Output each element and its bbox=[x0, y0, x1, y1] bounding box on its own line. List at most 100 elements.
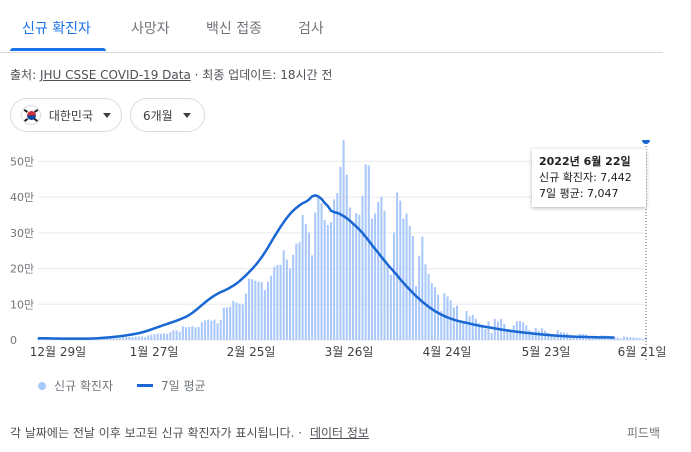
case-bar bbox=[226, 307, 229, 340]
case-bar bbox=[263, 290, 266, 340]
case-bar bbox=[329, 222, 332, 340]
case-bar bbox=[619, 338, 622, 340]
case-bar bbox=[355, 213, 358, 340]
case-bar bbox=[433, 287, 436, 340]
case-bar bbox=[553, 335, 556, 340]
case-bar bbox=[367, 165, 370, 340]
tooltip-cases: 신규 확진자: 7,442 bbox=[539, 171, 632, 184]
case-bar bbox=[304, 223, 307, 340]
case-bar bbox=[478, 323, 481, 340]
y-tick-label: 20만 bbox=[10, 263, 34, 276]
case-bar bbox=[496, 321, 499, 340]
footer-text: 각 날짜에는 전날 이후 보고된 신규 확진자가 표시됩니다. bbox=[10, 426, 295, 440]
case-bar bbox=[266, 281, 269, 340]
case-bar bbox=[449, 300, 452, 340]
data-info-link[interactable]: 데이터 정보 bbox=[309, 426, 369, 440]
case-bar bbox=[96, 338, 99, 340]
case-bar bbox=[134, 336, 137, 340]
tooltip-average: 7일 평균: 7,047 bbox=[539, 187, 619, 200]
case-bar bbox=[490, 332, 493, 340]
case-bar bbox=[484, 328, 487, 340]
tab-deaths[interactable]: 사망자 bbox=[131, 21, 170, 37]
chevron-down-icon bbox=[182, 112, 191, 118]
case-bar bbox=[175, 330, 178, 340]
case-bar bbox=[459, 320, 462, 340]
tab-vaccinations[interactable]: 백신 접종 bbox=[206, 21, 262, 37]
case-bar bbox=[452, 307, 455, 340]
case-bar bbox=[512, 325, 515, 340]
case-bar bbox=[336, 193, 339, 340]
country-label: 대한민국 bbox=[48, 108, 93, 123]
feedback-link[interactable]: 피드백 bbox=[626, 426, 660, 440]
case-bar bbox=[392, 232, 395, 340]
case-bar bbox=[326, 225, 329, 340]
x-tick-label: 12월 29일 bbox=[30, 345, 86, 359]
case-bar bbox=[254, 280, 257, 340]
case-bar bbox=[402, 218, 405, 340]
case-bar bbox=[191, 326, 194, 340]
footer-note: 각 날짜에는 전날 이후 보고된 신규 확진자가 표시됩니다. · 데이터 정보 bbox=[10, 424, 369, 441]
seven-day-average-line bbox=[37, 194, 615, 340]
case-bar bbox=[285, 259, 288, 340]
case-bar bbox=[106, 338, 109, 340]
case-bar bbox=[506, 328, 509, 340]
case-bar bbox=[364, 164, 367, 340]
case-bar bbox=[380, 196, 383, 340]
case-bar bbox=[270, 275, 273, 340]
source-separator: · bbox=[194, 68, 199, 82]
case-bar bbox=[125, 337, 128, 340]
y-tick-label: 30만 bbox=[10, 227, 34, 240]
case-bar bbox=[594, 337, 597, 340]
case-bar bbox=[166, 333, 169, 340]
case-bar bbox=[415, 286, 418, 340]
case-bar bbox=[147, 335, 150, 340]
y-tick-label: 50만 bbox=[10, 155, 34, 168]
tab-testing[interactable]: 검사 bbox=[298, 21, 324, 37]
case-bar bbox=[282, 250, 285, 340]
active-tab-indicator bbox=[10, 48, 106, 51]
source-link[interactable]: JHU CSSE COVID-19 Data bbox=[39, 68, 191, 82]
tab-new-cases[interactable]: 신규 확진자 bbox=[22, 21, 91, 37]
case-bar bbox=[244, 293, 247, 340]
y-tick-label: 40만 bbox=[10, 191, 34, 204]
y-tick-label: 10만 bbox=[10, 298, 34, 311]
case-bar bbox=[159, 333, 162, 340]
case-bar bbox=[320, 203, 323, 340]
case-bar bbox=[235, 302, 238, 340]
case-bar bbox=[210, 320, 213, 340]
x-tick-label: 1월 27일 bbox=[130, 345, 179, 359]
case-bar bbox=[531, 331, 534, 340]
case-bar bbox=[487, 321, 490, 340]
case-bar bbox=[440, 311, 443, 340]
source-prefix: 출처: bbox=[10, 68, 37, 82]
case-bar bbox=[153, 334, 156, 340]
case-bar bbox=[112, 338, 115, 340]
case-bar bbox=[518, 321, 521, 340]
case-bar bbox=[172, 330, 175, 340]
case-bar bbox=[137, 336, 140, 340]
case-bar bbox=[386, 265, 389, 340]
last-updated: 최종 업데이트: 18시간 전 bbox=[202, 68, 333, 82]
cases-chart[interactable]: 0 10만 20만 30만 40만 50만 12월 29일 1월 27일 2월 25일 3월 26… bbox=[0, 140, 691, 365]
case-bar bbox=[178, 331, 181, 340]
case-bar bbox=[455, 305, 458, 340]
case-bar bbox=[342, 140, 345, 340]
case-bar bbox=[203, 320, 206, 340]
case-bar bbox=[547, 332, 550, 340]
case-bar bbox=[468, 316, 471, 340]
case-bar bbox=[421, 236, 424, 340]
case-bar bbox=[509, 330, 512, 340]
y-tick-label: 0 bbox=[10, 334, 17, 347]
case-bar bbox=[251, 279, 254, 340]
country-selector[interactable]: 대한민국 bbox=[10, 98, 122, 132]
case-bar bbox=[405, 213, 408, 340]
period-selector[interactable]: 6개월 bbox=[130, 98, 205, 132]
case-bar bbox=[374, 213, 377, 340]
case-bar bbox=[181, 326, 184, 340]
case-bar bbox=[103, 338, 106, 340]
case-bar bbox=[358, 214, 361, 340]
case-bar bbox=[109, 338, 112, 340]
case-bar bbox=[575, 336, 578, 340]
chevron-down-icon bbox=[103, 112, 111, 118]
case-bar bbox=[194, 327, 197, 340]
